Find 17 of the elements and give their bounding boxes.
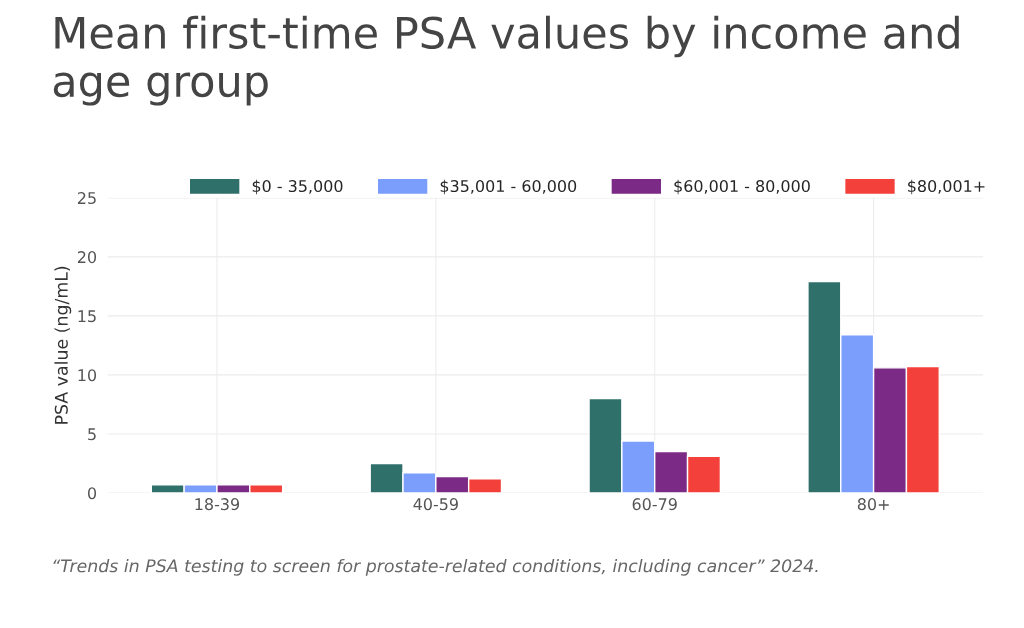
- y-axis-title: PSA value (ng/mL): [54, 266, 72, 424]
- chart-title: Mean first-time PSA values by income and age group: [53, 15, 959, 106]
- legend-label: $0 - 35,000: [252, 179, 343, 195]
- x-tick-label: 40-59: [413, 498, 458, 511]
- y-tick-label: 20: [77, 251, 97, 264]
- y-tick-label: 10: [78, 369, 97, 382]
- y-tick-label: 15: [78, 310, 96, 323]
- legend-label: $60,001 - 80,000: [674, 179, 810, 195]
- x-tick-label: 60-79: [632, 498, 677, 511]
- legend-label: $35,001 - 60,000: [440, 179, 577, 195]
- x-tick-label: 80+: [857, 498, 889, 511]
- y-tick-label: 0: [87, 487, 97, 500]
- legend-label: $80,001+: [908, 179, 985, 195]
- y-tick-label: 5: [88, 428, 96, 441]
- x-tick-label: 18-39: [195, 498, 240, 511]
- y-tick-label: 25: [77, 192, 96, 205]
- text: “Trends in PSA testing to screen for prostate-related conditions, including cancer” 2024.: [53, 558, 818, 576]
